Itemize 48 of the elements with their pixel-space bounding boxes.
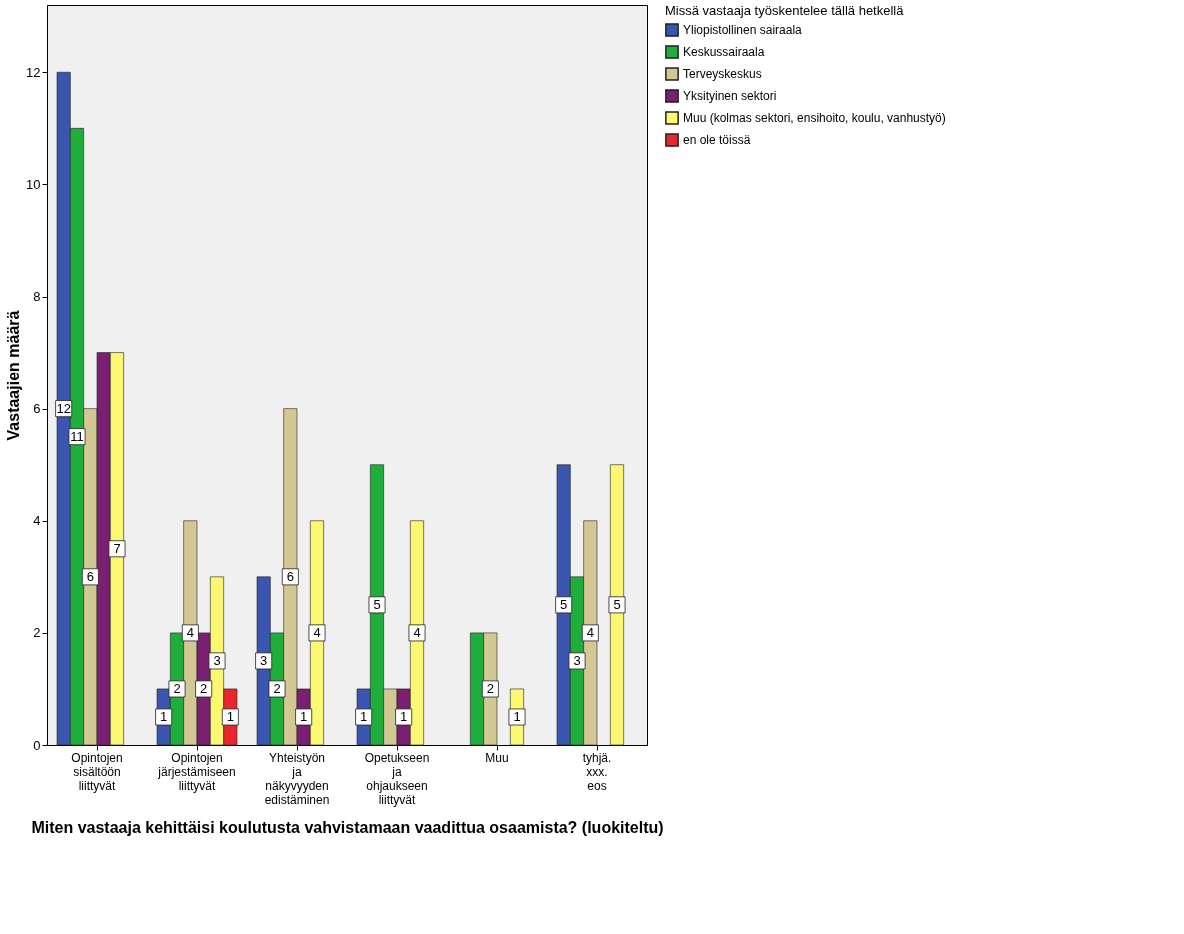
y-tick-label: 12 bbox=[26, 64, 41, 80]
data-label: 4 bbox=[413, 624, 421, 640]
y-tick-label: 0 bbox=[33, 737, 41, 753]
x-tick-label: Yhteistyön ja näkyvyyden edistäminen bbox=[264, 750, 330, 807]
x-tick-label: Opetukseen ja ohjaukseen liittyvät bbox=[364, 750, 430, 807]
legend-label: Yksityinen sektori bbox=[683, 89, 777, 103]
data-label: 2 bbox=[486, 680, 494, 696]
bar bbox=[610, 464, 624, 746]
legend-label: en ole töissä bbox=[683, 133, 751, 147]
x-axis-title: Miten vastaaja kehittäisi koulutusta vahvistamaan vaadittua osaamista? (luokiteltu) bbox=[31, 818, 664, 836]
y-tick-label: 6 bbox=[33, 401, 41, 417]
data-label: 1 bbox=[226, 708, 234, 724]
x-tick-label: tyhjä. xxx. eos bbox=[582, 750, 612, 793]
data-label: 4 bbox=[313, 624, 321, 640]
x-tick-label: Muu bbox=[485, 750, 509, 765]
legend-label: Terveyskeskus bbox=[683, 67, 762, 81]
data-label: 1 bbox=[513, 708, 521, 724]
data-label: 1 bbox=[360, 708, 368, 724]
y-tick-label: 10 bbox=[26, 176, 41, 192]
legend-label: Keskussairaala bbox=[683, 45, 765, 59]
data-label: 3 bbox=[260, 652, 268, 668]
data-label: 5 bbox=[613, 596, 621, 612]
data-label: 4 bbox=[586, 624, 594, 640]
data-label: 1 bbox=[300, 708, 308, 724]
data-label: 7 bbox=[113, 540, 121, 556]
legend-label: Yliopistollinen sairaala bbox=[683, 23, 803, 37]
x-tick-label: Opintojen sisältöön liittyvät bbox=[71, 750, 123, 793]
data-label: 4 bbox=[186, 624, 194, 640]
data-label: 11 bbox=[70, 428, 84, 444]
data-label: 6 bbox=[86, 568, 94, 584]
data-label: 12 bbox=[56, 400, 71, 416]
data-label: 6 bbox=[286, 568, 294, 584]
data-label: 1 bbox=[400, 708, 408, 724]
x-tick-label: Opintojen järjestämiseen liittyvät bbox=[157, 750, 236, 793]
y-tick-label: 2 bbox=[33, 625, 41, 641]
y-axis-title: Vastaajien määrä bbox=[5, 310, 23, 441]
data-label: 2 bbox=[173, 680, 181, 696]
data-label: 5 bbox=[373, 596, 381, 612]
legend-title: Missä vastaaja työskentelee tällä hetkellä bbox=[665, 3, 905, 18]
data-label: 2 bbox=[200, 680, 208, 696]
legend-label: Muu (kolmas sektori, ensihoito, koulu, vanhustyö) bbox=[683, 111, 946, 125]
data-label: 1 bbox=[160, 708, 168, 724]
data-label: 2 bbox=[273, 680, 281, 696]
data-label: 3 bbox=[573, 652, 581, 668]
y-tick-label: 4 bbox=[33, 513, 41, 529]
data-label: 3 bbox=[213, 652, 221, 668]
y-tick-label: 8 bbox=[33, 289, 41, 305]
data-label: 5 bbox=[560, 596, 568, 612]
